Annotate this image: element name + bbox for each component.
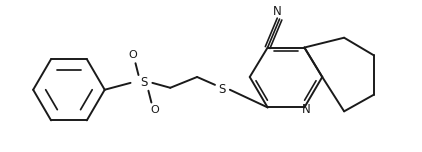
Text: S: S [140,76,147,89]
Text: N: N [273,5,282,18]
Text: S: S [218,83,226,96]
Text: N: N [302,103,311,116]
Text: O: O [150,105,159,115]
Text: O: O [128,50,137,60]
